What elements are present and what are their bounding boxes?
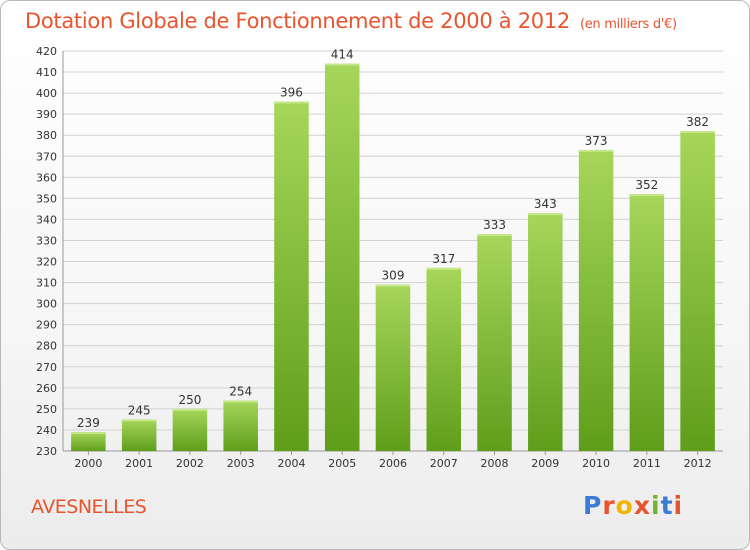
data-label: 414 [331,48,354,62]
data-label: 352 [635,178,658,192]
bar-2000[interactable] [71,432,106,451]
x-tick-label: 2004 [277,457,305,470]
data-label: 317 [432,252,455,266]
y-tick-label: 420 [36,45,57,58]
y-tick-label: 330 [36,234,57,247]
bar-2003[interactable] [223,400,258,451]
bar-highlight [324,63,360,66]
x-tick-label: 2005 [328,457,356,470]
y-tick-label: 250 [36,403,57,416]
data-label: 254 [229,384,252,398]
x-tick-label: 2001 [125,457,153,470]
y-tick-label: 240 [36,424,57,437]
x-tick-label: 2002 [176,457,204,470]
data-label: 239 [77,416,100,430]
x-tick-label: 2009 [531,457,559,470]
y-tick-label: 320 [36,256,57,269]
x-tick-label: 2008 [481,457,509,470]
bar-2006[interactable] [375,284,411,451]
y-tick-label: 410 [36,66,57,79]
bar-highlight [528,213,563,216]
y-tick-label: 340 [36,213,57,226]
bar-highlight [223,400,258,403]
y-tick-label: 400 [36,87,57,100]
y-tick-label: 300 [36,298,57,311]
bar-highlight [477,234,512,237]
proxiti-logo[interactable]: Proxiti [583,491,683,520]
bar-highlight [274,101,309,104]
logo-letter: r [602,491,616,520]
y-tick-label: 380 [36,129,57,142]
logo-letter: x [633,491,651,520]
bar-highlight [172,408,208,411]
bar-2002[interactable] [172,408,208,451]
x-tick-label: 2007 [430,457,458,470]
y-tick-label: 270 [36,361,57,374]
data-labels: 239 245 250 254 396 414 309 317 333 343 373 352 382 [77,48,709,430]
y-tick-label: 350 [36,192,57,205]
y-tick-label: 260 [36,382,57,395]
bar-2010[interactable] [578,149,614,451]
y-tick-label: 230 [36,445,57,458]
bar-2011[interactable] [629,194,665,451]
bar-highlight [375,284,411,287]
data-label: 343 [534,197,557,211]
bar-2009[interactable] [528,213,563,451]
data-label: 245 [128,403,151,417]
x-tick-label: 2003 [227,457,255,470]
bars [71,63,715,452]
bar-2001[interactable] [121,419,157,451]
y-tick-label: 390 [36,108,57,121]
bar-highlight [578,149,614,152]
data-label: 396 [280,86,303,100]
bar-2012[interactable] [680,131,715,451]
x-tick-label: 2000 [74,457,102,470]
commune-name: AVESNELLES [31,496,147,518]
logo-letter: i [651,491,661,520]
x-tick-label: 2010 [582,457,610,470]
bar-2008[interactable] [477,234,512,451]
bar-highlight [680,131,715,133]
data-label: 382 [686,115,709,129]
bar-highlight [121,419,157,422]
bar-2007[interactable] [426,267,462,451]
x-tick-label: 2011 [633,457,661,470]
y-tick-label: 310 [36,277,57,290]
data-label: 333 [483,218,506,232]
logo-letter: o [615,491,634,520]
bar-highlight [629,194,665,197]
y-tick-label: 290 [36,319,57,332]
y-tick-label: 280 [36,340,57,353]
chart-title: Dotation Globale de Fonctionnement de 20… [25,9,677,33]
y-tick-label: 360 [36,171,57,184]
x-tick-label: 2012 [684,457,712,470]
bar-2005[interactable] [324,63,360,451]
title-text: Dotation Globale de Fonctionnement de 20… [25,9,570,33]
logo-letter: P [583,491,603,520]
axes: 230 240 250 260 270 280 290 300 310 320 330 340 350 3… [36,45,723,470]
unit-label: (en milliers d'€) [579,17,677,32]
bar-2004[interactable] [274,101,309,452]
data-label: 250 [178,393,201,407]
logo-letter: i [673,491,684,520]
y-tick-label: 370 [36,150,57,163]
logo-letter: t [660,491,674,520]
bar-highlight [426,267,462,270]
x-tick-label: 2006 [379,457,407,470]
data-label: 373 [585,134,608,148]
data-label: 309 [382,269,405,283]
bar-highlight [71,432,106,435]
